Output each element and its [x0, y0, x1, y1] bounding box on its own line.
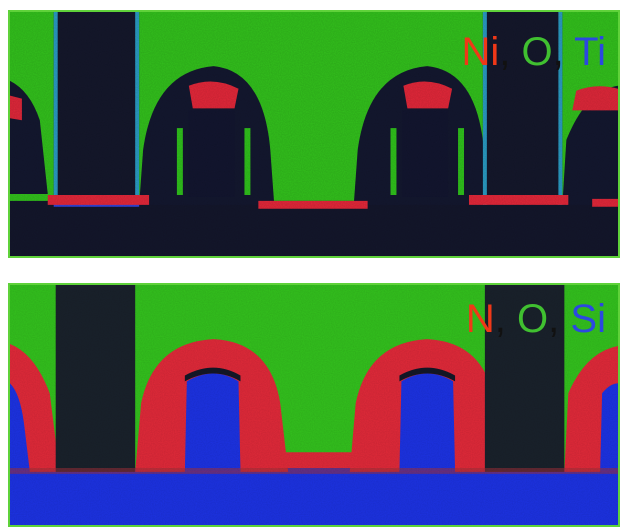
legend-element-n: N — [465, 297, 495, 341]
legend-element-ni: Ni — [461, 30, 500, 74]
elemental-map-bottom: N, O, Si — [8, 283, 620, 527]
legend-separator: , — [499, 30, 511, 74]
elemental-map-top: Ni, O, Ti — [8, 10, 620, 258]
legend-element-o: O — [521, 30, 553, 74]
element-legend-bottom: N, O, Si — [466, 299, 606, 339]
legend-element-ti: Ti — [574, 30, 606, 74]
legend-separator: , — [552, 30, 564, 74]
legend-separator: , — [494, 297, 506, 341]
legend-element-o: O — [517, 297, 549, 341]
legend-element-si: Si — [570, 297, 606, 341]
legend-separator: , — [548, 297, 560, 341]
map-bottom-image — [10, 285, 618, 525]
map-top-image — [10, 12, 618, 256]
element-legend-top: Ni, O, Ti — [461, 32, 606, 72]
